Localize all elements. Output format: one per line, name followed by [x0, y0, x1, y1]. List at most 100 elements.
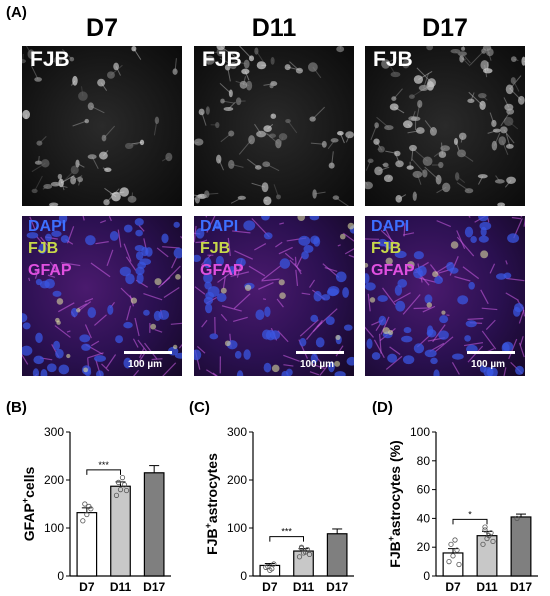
cell-body [510, 77, 516, 84]
fjb-signal [175, 274, 181, 280]
cell-body [246, 80, 253, 91]
y-axis-label: FJB+astrocytes (%) [386, 440, 403, 567]
cell-body [307, 62, 318, 72]
cell-body [84, 118, 90, 124]
cell-body [506, 108, 515, 115]
cell-body [309, 116, 316, 122]
data-point [452, 537, 458, 543]
gfap-fiber [277, 330, 289, 343]
gfap-fiber [234, 250, 253, 260]
gfap-fiber [322, 263, 340, 278]
panel-letter: (D) [372, 399, 393, 416]
y-axis-label: FJB+astrocytes [203, 453, 220, 555]
fjb-signal [220, 287, 227, 294]
cell-body [394, 150, 401, 157]
data-point [113, 492, 120, 498]
dapi-nucleus [135, 266, 145, 276]
gfap-fiber [485, 319, 496, 331]
gfap-fiber [283, 354, 300, 362]
bar [76, 512, 98, 577]
cell-body [450, 49, 461, 54]
cell-body [194, 195, 201, 204]
dapi-nucleus [203, 272, 213, 284]
gfap-fiber [82, 216, 85, 221]
gfap-fiber [222, 275, 226, 289]
cell-body [228, 130, 235, 137]
gfap-fiber [151, 358, 163, 361]
dapi-nucleus [285, 368, 293, 376]
gfap-fiber [462, 266, 480, 280]
fjb-signal [382, 327, 390, 335]
gfap-fiber [505, 292, 519, 301]
y-axis-label-main: GFAP [21, 503, 37, 541]
cell-body [412, 170, 423, 178]
cell-body [312, 189, 317, 199]
y-tick-label: 300 [44, 425, 64, 439]
dapi-nucleus [301, 251, 309, 260]
micrograph-texture [22, 216, 182, 376]
cell-body [377, 145, 385, 153]
cell-body [275, 138, 282, 149]
fjb-signal [130, 297, 138, 304]
dapi-nucleus [51, 230, 62, 237]
gfap-fiber [195, 241, 205, 244]
gfap-fiber [505, 260, 508, 265]
gfap-fiber [123, 243, 132, 262]
dapi-nucleus [303, 245, 314, 253]
column-title-d11: D11 [251, 14, 297, 42]
gfap-fiber [456, 236, 475, 257]
cell-body [215, 121, 220, 129]
cell-body [229, 61, 237, 70]
dapi-nucleus [173, 247, 182, 259]
bar [143, 472, 165, 577]
y-tick-label: 80 [417, 454, 431, 468]
gfap-fiber [171, 256, 178, 269]
dapi-nucleus [365, 273, 370, 284]
dapi-nucleus [235, 257, 246, 267]
cell-body [497, 202, 506, 206]
significance-bracket [86, 469, 121, 475]
column-title-d7: D7 [86, 14, 118, 42]
panel-a-letter: (A) [6, 4, 27, 21]
cell-body [57, 173, 63, 180]
dapi-nucleus [194, 254, 202, 262]
cell-body [256, 130, 267, 138]
y-tick-label: 100 [227, 521, 247, 535]
y-axis-label: GFAP+cells [20, 467, 37, 542]
dapi-nucleus [26, 232, 39, 239]
gfap-fiber [413, 307, 430, 310]
dapi-nucleus [343, 324, 353, 331]
micrograph-fjb-d17: FJB [365, 46, 525, 206]
gfap-fiber [95, 241, 109, 245]
dapi-nucleus [413, 251, 424, 260]
cell-body [103, 199, 110, 206]
gfap-fiber [233, 293, 251, 310]
gfap-fiber [378, 333, 382, 354]
cell-body [440, 145, 450, 152]
gfap-fiber [295, 269, 299, 286]
gfap-fiber [348, 254, 354, 258]
dapi-nucleus [22, 345, 33, 356]
dapi-label: DAPI [200, 218, 239, 235]
dapi-nucleus [209, 333, 219, 340]
dapi-nucleus [33, 355, 44, 365]
gfap-fiber [275, 241, 283, 248]
fjb-channel-label: FJB [28, 240, 59, 257]
chart-d: (D) FJB+astrocytes (%) 0 20 40 60 80 100 D7 D11 D1… [372, 399, 538, 594]
significance-bracket [269, 536, 304, 542]
fjb-signal [279, 292, 286, 300]
fjb-signal [347, 222, 354, 230]
y-tick-label: 60 [417, 483, 431, 497]
dapi-nucleus [22, 313, 28, 323]
cell-body [22, 59, 26, 64]
cell-body [510, 56, 517, 63]
dapi-nucleus [39, 280, 50, 289]
cell-body [254, 165, 262, 170]
cell-body [87, 102, 94, 111]
dapi-nucleus [265, 329, 276, 341]
cell-body [270, 113, 277, 119]
y-axis-label-main: FJB [387, 541, 403, 567]
cell-body [216, 154, 222, 164]
cell-body [373, 138, 380, 145]
gfap-fiber [212, 372, 219, 376]
